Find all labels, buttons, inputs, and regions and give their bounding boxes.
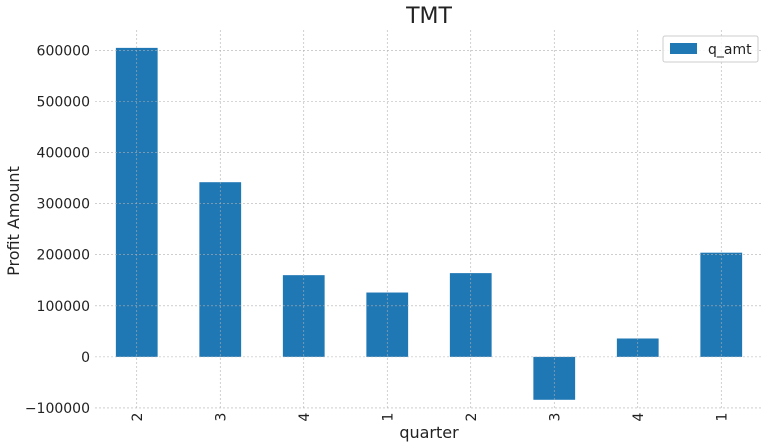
x-tick-label: 2 (464, 413, 480, 422)
x-tick-label: 4 (297, 412, 313, 421)
bar-7 (700, 252, 743, 357)
legend-swatch (670, 43, 697, 54)
y-tick-label: 300000 (37, 197, 90, 213)
x-tick-label: 1 (380, 413, 396, 422)
x-tick-label: 1 (714, 413, 730, 422)
x-tick-label: 3 (213, 413, 229, 422)
grid-lines (95, 30, 763, 410)
y-tick-label: 0 (81, 350, 90, 366)
x-tick-label: 2 (130, 413, 146, 422)
x-axis-ticks: 2 3 4 1 2 3 4 1 (130, 412, 731, 421)
legend-label: q_amt (708, 42, 752, 58)
bars-group (115, 47, 743, 400)
legend: q_amt (662, 35, 759, 63)
chart-title: TMT (405, 4, 452, 29)
y-tick-label: −100000 (25, 401, 90, 417)
y-tick-label: 100000 (37, 299, 90, 315)
y-tick-label: 400000 (37, 146, 90, 162)
y-axis-label: Profit Amount (4, 166, 23, 276)
x-axis-label: quarter (399, 423, 459, 442)
x-tick-label: 3 (547, 413, 563, 422)
y-axis-ticks: −100000 0 100000 200000 300000 400000 500000 60… (25, 43, 90, 417)
y-tick-label: 200000 (37, 248, 90, 264)
y-tick-label: 500000 (37, 95, 90, 111)
x-tick-label: 4 (631, 412, 647, 421)
y-tick-label: 600000 (37, 43, 90, 59)
legend-box (662, 35, 759, 63)
